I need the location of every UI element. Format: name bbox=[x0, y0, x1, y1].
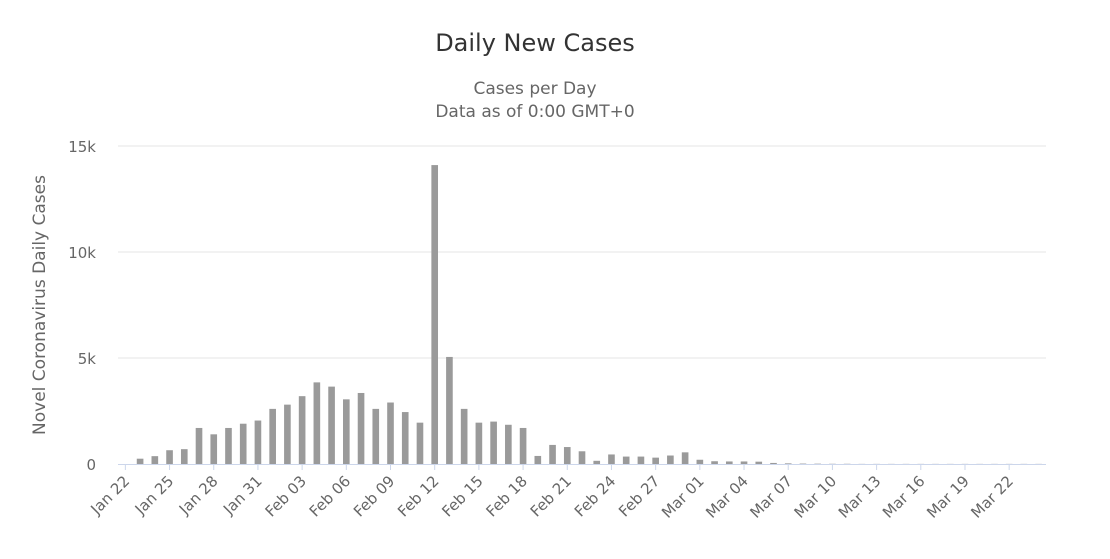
x-tick-label: Mar 10 bbox=[791, 472, 841, 522]
x-tick-label: Feb 18 bbox=[483, 472, 531, 520]
bar-feb-09[interactable] bbox=[387, 403, 394, 464]
bar-feb-11[interactable] bbox=[417, 423, 424, 464]
bar-mar-05[interactable] bbox=[755, 462, 762, 464]
chart-subtitle-line1: Cases per Day bbox=[473, 79, 596, 99]
x-tick-label: Feb 21 bbox=[527, 472, 575, 520]
x-tick-label: Mar 13 bbox=[835, 472, 885, 522]
chart-subtitle-line2: Data as of 0:00 GMT+0 bbox=[435, 102, 634, 122]
y-tick-label: 15k bbox=[68, 138, 96, 156]
bar-mar-07[interactable] bbox=[785, 463, 792, 464]
bar-jan-24[interactable] bbox=[152, 456, 159, 464]
y-tick-label: 0 bbox=[86, 456, 96, 474]
x-tick-label: Mar 19 bbox=[923, 472, 973, 522]
bar-jan-27[interactable] bbox=[196, 428, 203, 464]
bar-mar-01[interactable] bbox=[697, 460, 704, 464]
bar-feb-04[interactable] bbox=[314, 382, 321, 464]
bar-jan-25[interactable] bbox=[166, 450, 173, 464]
bar-feb-25[interactable] bbox=[623, 457, 630, 464]
bar-mar-02[interactable] bbox=[711, 461, 718, 464]
bar-feb-26[interactable] bbox=[638, 457, 645, 464]
x-tick-label: Jan 31 bbox=[219, 472, 266, 519]
bar-feb-13[interactable] bbox=[446, 357, 453, 464]
bar-jan-26[interactable] bbox=[181, 449, 188, 464]
chart-title: Daily New Cases bbox=[435, 29, 635, 57]
bar-feb-07[interactable] bbox=[358, 393, 365, 464]
x-tick-label: Mar 04 bbox=[702, 472, 752, 522]
bar-mar-03[interactable] bbox=[726, 461, 733, 464]
x-tick-label: Feb 06 bbox=[306, 472, 354, 520]
bar-feb-29[interactable] bbox=[682, 452, 689, 464]
x-tick-label: Jan 25 bbox=[131, 472, 178, 519]
grid-lines bbox=[118, 146, 1046, 358]
y-axis-ticks: 0 5k 10k 15k bbox=[68, 138, 96, 474]
x-tick-label: Jan 22 bbox=[87, 472, 134, 519]
bar-feb-01[interactable] bbox=[269, 409, 276, 464]
x-tick-label: Jan 28 bbox=[175, 472, 222, 519]
bar-feb-05[interactable] bbox=[328, 387, 335, 464]
x-tick-label: Mar 22 bbox=[967, 472, 1017, 522]
bar-feb-19[interactable] bbox=[535, 456, 542, 464]
x-tick-label: Feb 03 bbox=[262, 472, 310, 520]
bar-feb-20[interactable] bbox=[549, 445, 556, 464]
x-tick-label: Feb 24 bbox=[571, 472, 619, 520]
bar-feb-12[interactable] bbox=[431, 165, 438, 464]
bar-jan-23[interactable] bbox=[137, 459, 144, 464]
bar-jan-30[interactable] bbox=[240, 424, 247, 464]
bar-feb-16[interactable] bbox=[490, 422, 497, 464]
bar-feb-27[interactable] bbox=[652, 458, 659, 464]
bar-jan-31[interactable] bbox=[255, 421, 262, 464]
bar-feb-18[interactable] bbox=[520, 428, 527, 464]
bars bbox=[137, 165, 1042, 464]
bar-feb-28[interactable] bbox=[667, 456, 674, 464]
x-tick-label: Feb 12 bbox=[394, 472, 442, 520]
bar-feb-22[interactable] bbox=[579, 451, 586, 464]
y-tick-label: 10k bbox=[68, 244, 96, 262]
bar-jan-28[interactable] bbox=[210, 434, 217, 464]
bar-feb-15[interactable] bbox=[476, 423, 483, 464]
x-tick-label: Mar 07 bbox=[746, 472, 796, 522]
bar-feb-24[interactable] bbox=[608, 454, 615, 464]
y-tick-label: 5k bbox=[78, 350, 97, 368]
bar-feb-10[interactable] bbox=[402, 412, 409, 464]
bar-feb-03[interactable] bbox=[299, 396, 306, 464]
bar-mar-04[interactable] bbox=[741, 461, 748, 464]
bar-feb-14[interactable] bbox=[461, 409, 468, 464]
bar-feb-02[interactable] bbox=[284, 405, 291, 464]
bar-mar-06[interactable] bbox=[770, 463, 777, 464]
x-tick-label: Mar 01 bbox=[658, 472, 708, 522]
x-tick-label: Feb 15 bbox=[438, 472, 486, 520]
bar-jan-29[interactable] bbox=[225, 428, 232, 464]
bar-feb-23[interactable] bbox=[593, 461, 600, 464]
bar-feb-06[interactable] bbox=[343, 399, 350, 464]
bar-feb-08[interactable] bbox=[372, 409, 379, 464]
x-tick-label: Mar 16 bbox=[879, 472, 929, 522]
y-axis-label: Novel Coronavirus Daily Cases bbox=[30, 175, 50, 435]
bar-feb-21[interactable] bbox=[564, 447, 571, 464]
x-tick-label: Feb 09 bbox=[350, 472, 398, 520]
bar-feb-17[interactable] bbox=[505, 425, 512, 464]
x-tick-label: Feb 27 bbox=[615, 472, 663, 520]
